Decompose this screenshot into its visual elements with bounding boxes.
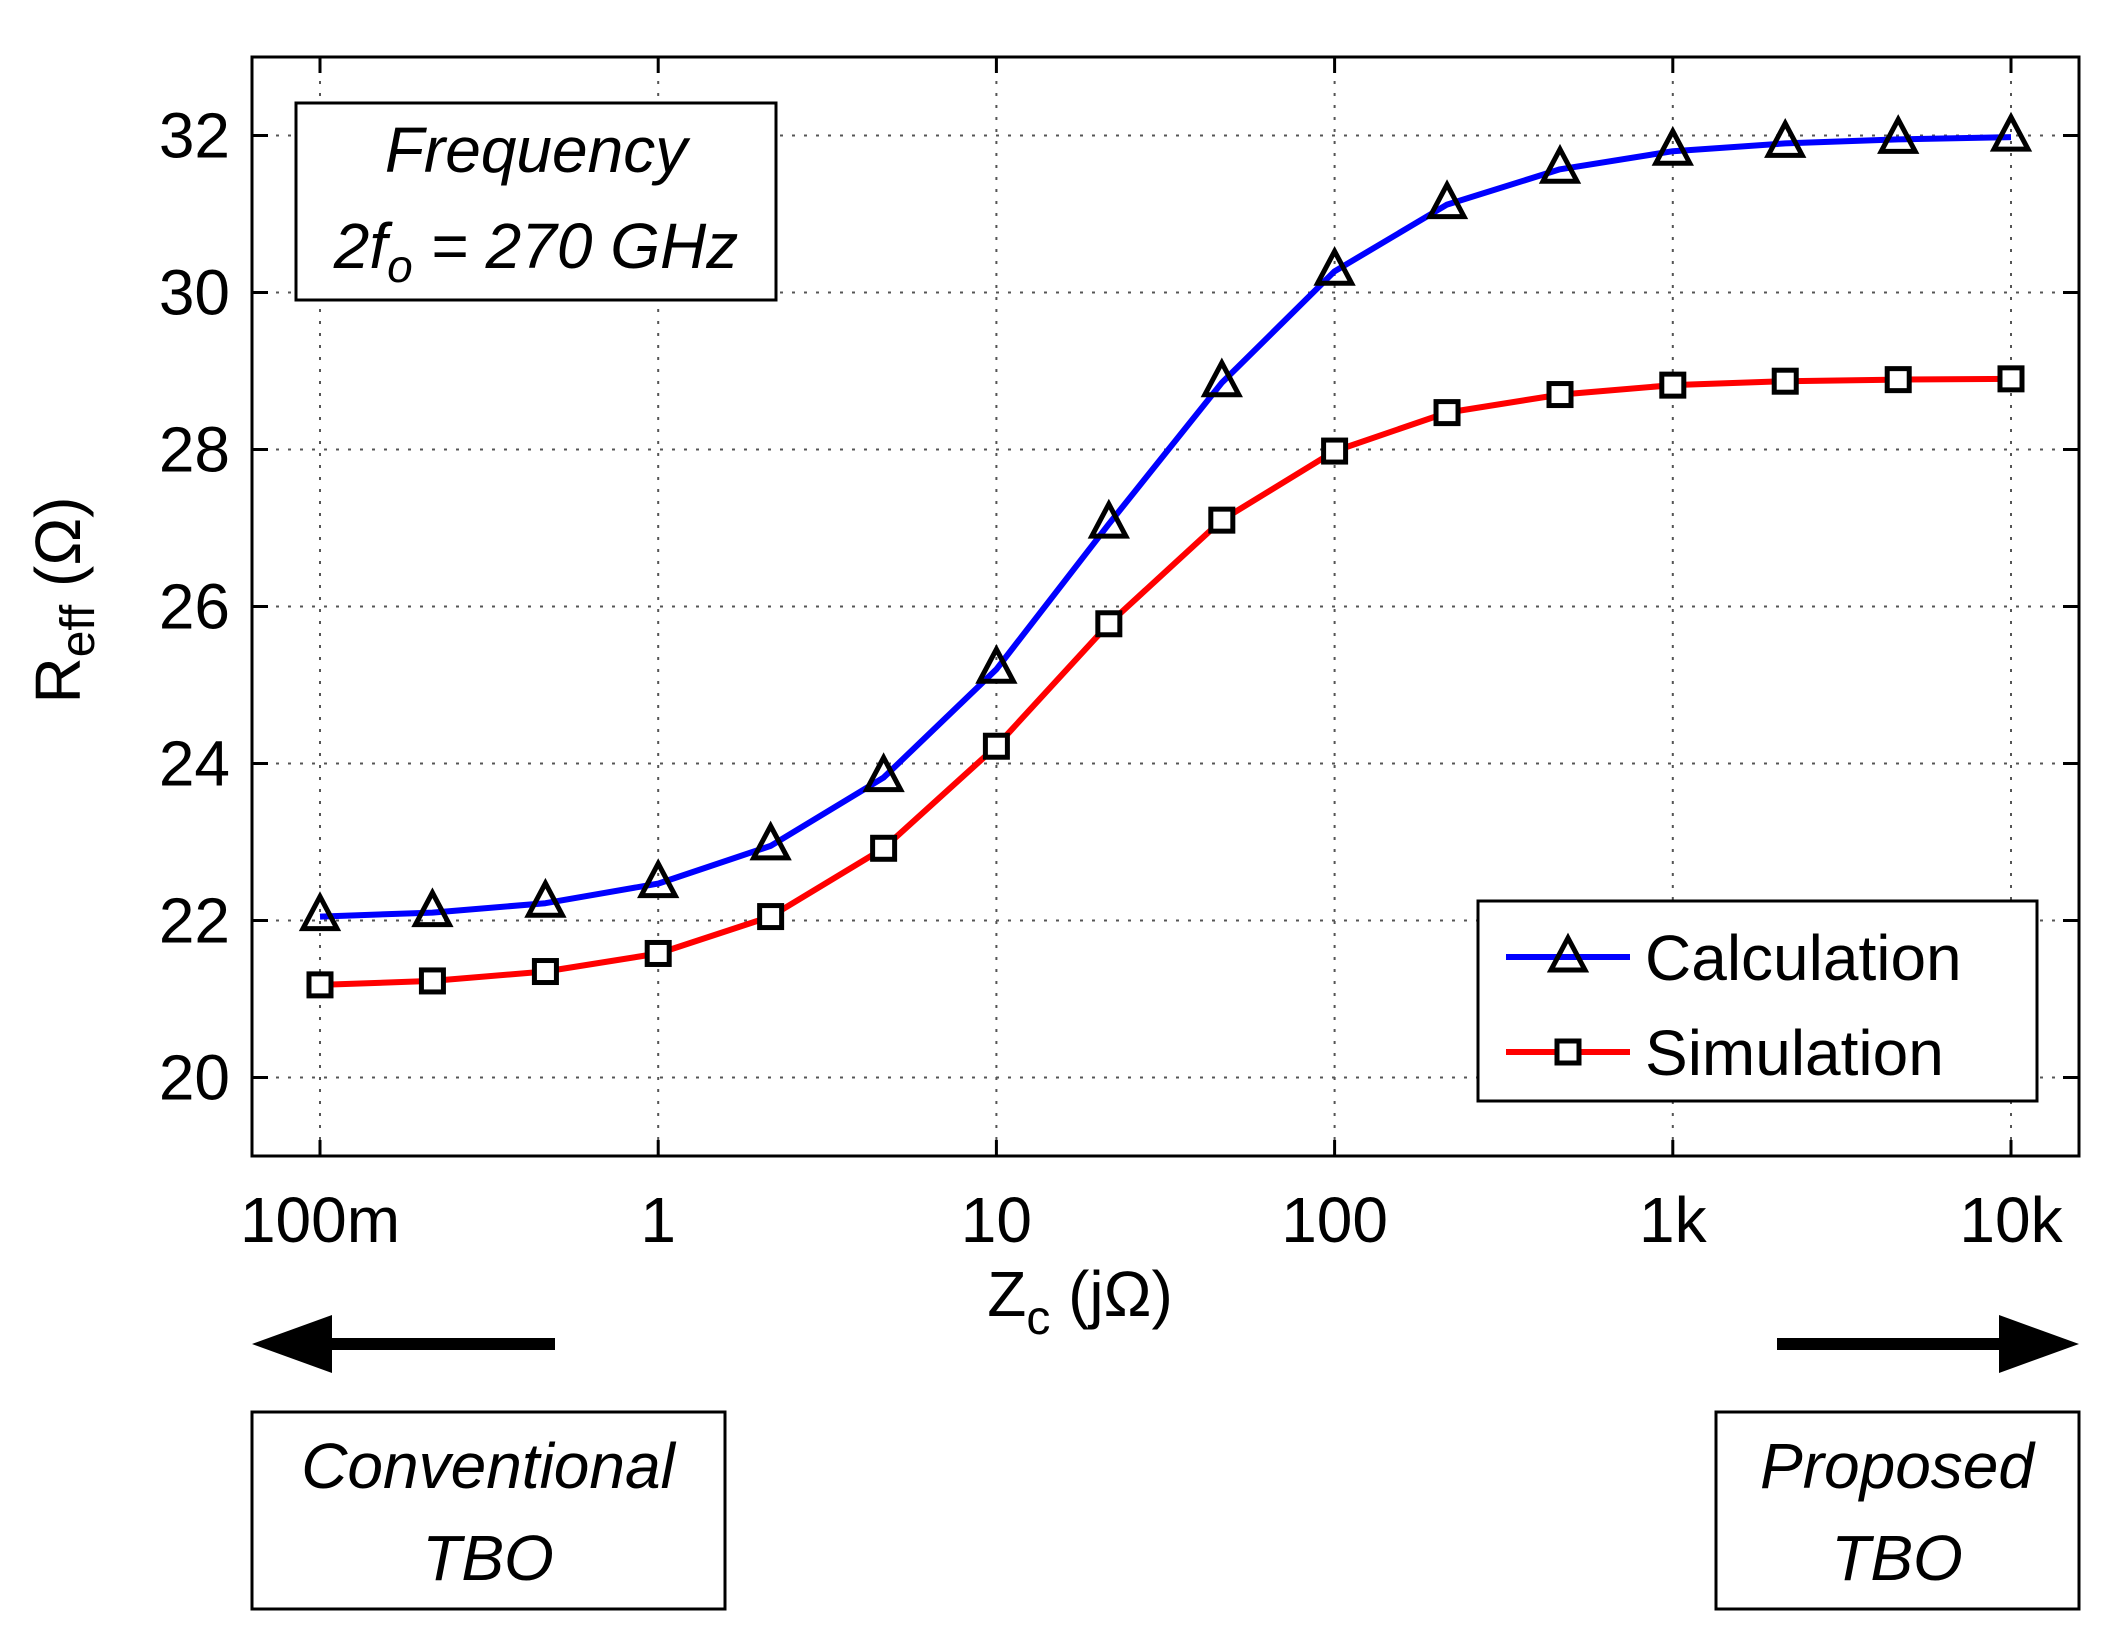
simulation-line xyxy=(319,375,2012,988)
y-tick-label: 26 xyxy=(159,571,230,643)
x-tick-label: 10k xyxy=(1959,1184,2063,1256)
simulation-point xyxy=(1884,366,1912,394)
y-axis-title: Reff (Ω) xyxy=(22,497,105,704)
calculation-point xyxy=(1425,179,1469,220)
calculation-point xyxy=(1200,357,1243,398)
simulation-point xyxy=(644,939,672,967)
conventional-line1: Conventional xyxy=(301,1430,676,1502)
x-tick-label: 1 xyxy=(640,1184,676,1256)
simulation-point xyxy=(531,958,559,986)
y-tick-label: 28 xyxy=(159,414,230,486)
legend-label-simulation: Simulation xyxy=(1645,1017,1944,1089)
proposed-line1: Proposed xyxy=(1760,1430,2036,1502)
x-tick-label: 1k xyxy=(1639,1184,1708,1256)
simulation-point xyxy=(982,732,1010,760)
legend-square-marker xyxy=(1554,1038,1582,1066)
right-arrow-icon xyxy=(1999,1315,2079,1373)
y-tick-label: 30 xyxy=(159,257,230,329)
simulation-point xyxy=(1997,365,2025,393)
proposed-box xyxy=(1714,1410,2081,1611)
simulation-point xyxy=(870,834,898,862)
conventional-line2: TBO xyxy=(422,1522,554,1594)
y-tick-label: 22 xyxy=(159,885,230,957)
simulation-point xyxy=(1433,399,1461,427)
calculation-point xyxy=(1764,118,1807,158)
legend: Calculation Simulation xyxy=(1476,899,2039,1103)
simulation-point xyxy=(757,903,785,931)
calculation-point xyxy=(975,643,1018,684)
x-tick-label: 10 xyxy=(961,1184,1032,1256)
calculation-point xyxy=(862,752,905,793)
y-tick-label: 24 xyxy=(159,728,230,800)
legend-box xyxy=(1476,899,2039,1103)
annotation-box xyxy=(294,101,778,302)
simulation-point xyxy=(418,967,446,995)
y-tick-label: 32 xyxy=(159,100,230,172)
calculation-point xyxy=(411,887,454,928)
x-axis-title: Zc (jΩ) xyxy=(987,1258,1173,1345)
calculation-point xyxy=(749,820,792,861)
annotation-line1: Frequency xyxy=(385,114,691,186)
axis-ticks xyxy=(252,57,2079,1156)
calculation-point xyxy=(1651,125,1694,166)
proposed-tbo-note: Proposed TBO xyxy=(1714,1315,2081,1611)
legend-label-calculation: Calculation xyxy=(1645,922,1962,994)
calculation-point xyxy=(1087,498,1130,539)
calculation-line xyxy=(319,134,2012,920)
calculation-point xyxy=(1989,111,2033,152)
calculation-point xyxy=(524,877,567,918)
proposed-line2: TBO xyxy=(1831,1522,1963,1594)
annotation-line2: 2fo = 270 GHz xyxy=(333,210,738,292)
calculation-point xyxy=(1313,245,1356,286)
calculation-point xyxy=(298,891,342,932)
y-tick-label: 20 xyxy=(159,1042,230,1114)
simulation-point xyxy=(1321,437,1349,465)
x-tick-labels: 100m 1 10 100 1k 10k xyxy=(240,1184,2064,1256)
conventional-box xyxy=(250,1410,727,1611)
conventional-tbo-note: Conventional TBO xyxy=(250,1315,727,1611)
data-series xyxy=(298,111,2033,999)
left-arrow-icon xyxy=(252,1315,332,1373)
y-tick-labels: 20 22 24 26 28 30 32 xyxy=(159,100,230,1114)
x-tick-label: 100 xyxy=(1281,1184,1388,1256)
legend-triangle-marker xyxy=(1546,932,1590,973)
x-tick-label: 100m xyxy=(240,1184,400,1256)
simulation-point xyxy=(1546,381,1574,409)
simulation-point xyxy=(1208,506,1236,534)
simulation-point xyxy=(1095,610,1123,638)
calculation-point xyxy=(637,858,680,899)
simulation-point xyxy=(1771,367,1799,395)
frequency-annotation: Frequency 2fo = 270 GHz xyxy=(294,101,778,302)
calculation-point xyxy=(1538,143,1582,184)
calculation-point xyxy=(1877,114,1920,154)
simulation-point xyxy=(1659,371,1687,399)
simulation-point xyxy=(306,971,334,999)
